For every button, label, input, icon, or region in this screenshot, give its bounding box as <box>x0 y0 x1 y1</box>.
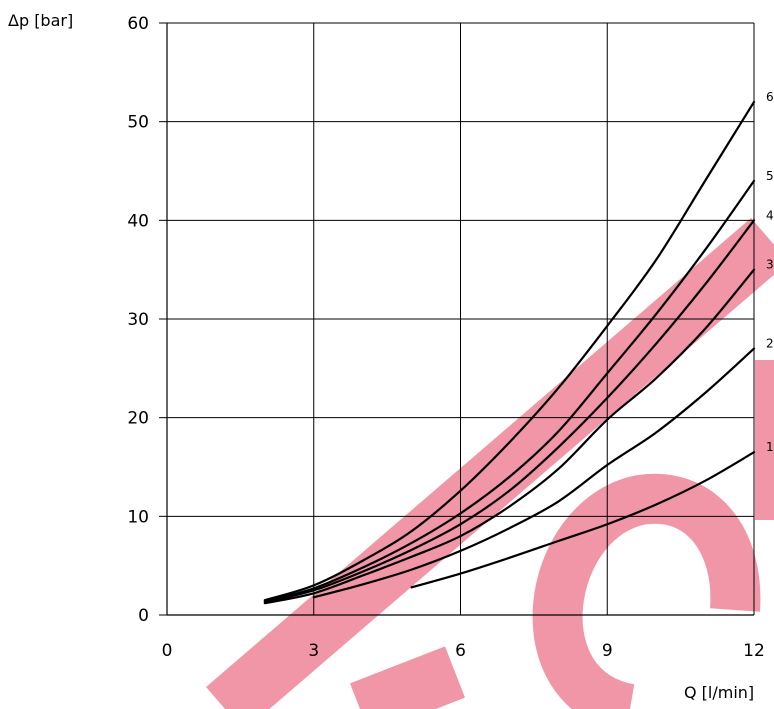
watermark-stroke-small <box>350 646 465 709</box>
x-tick-label-0: 0 <box>162 641 173 661</box>
y-tick-label-60: 60 <box>127 14 149 34</box>
x-axis-label: Q [l/min] <box>684 683 754 702</box>
y-tick-label-30: 30 <box>127 310 149 330</box>
x-tick-label-9: 9 <box>602 641 613 661</box>
series-line-5 <box>263 179 756 603</box>
y-tick-label-20: 20 <box>127 409 149 429</box>
series-line-3 <box>263 268 756 605</box>
y-tick-label-10: 10 <box>127 507 149 527</box>
watermark-stroke-arc <box>532 473 761 709</box>
series-line-6 <box>263 100 756 602</box>
grid <box>167 22 755 615</box>
y-tick-label-0: 0 <box>138 606 149 626</box>
series-line-4 <box>263 219 756 604</box>
x-tick-label-12: 12 <box>743 641 765 661</box>
series-label-1: 1 <box>766 440 774 454</box>
series-label-2: 2 <box>766 337 774 351</box>
series-label-6: 6 <box>766 90 774 104</box>
series-line-2 <box>312 347 756 599</box>
series-line-1 <box>410 451 756 589</box>
y-tick-label-40: 40 <box>127 211 149 231</box>
series-labels: 1 2 3 4 5 6 <box>766 90 774 454</box>
series-lines <box>263 100 756 605</box>
series-label-3: 3 <box>766 258 774 272</box>
axes <box>159 22 754 616</box>
watermark-stroke-diagonal <box>206 218 774 709</box>
x-tick-label-3: 3 <box>308 641 319 661</box>
series-label-5: 5 <box>766 169 774 183</box>
y-axis-label: Δp [bar] <box>8 11 73 30</box>
x-tick-label-6: 6 <box>455 641 466 661</box>
tick-labels: 0 10 20 30 40 50 60 0 3 6 9 12 <box>127 14 764 661</box>
watermark <box>206 218 774 709</box>
y-tick-label-50: 50 <box>127 113 149 133</box>
series-label-4: 4 <box>766 208 774 222</box>
